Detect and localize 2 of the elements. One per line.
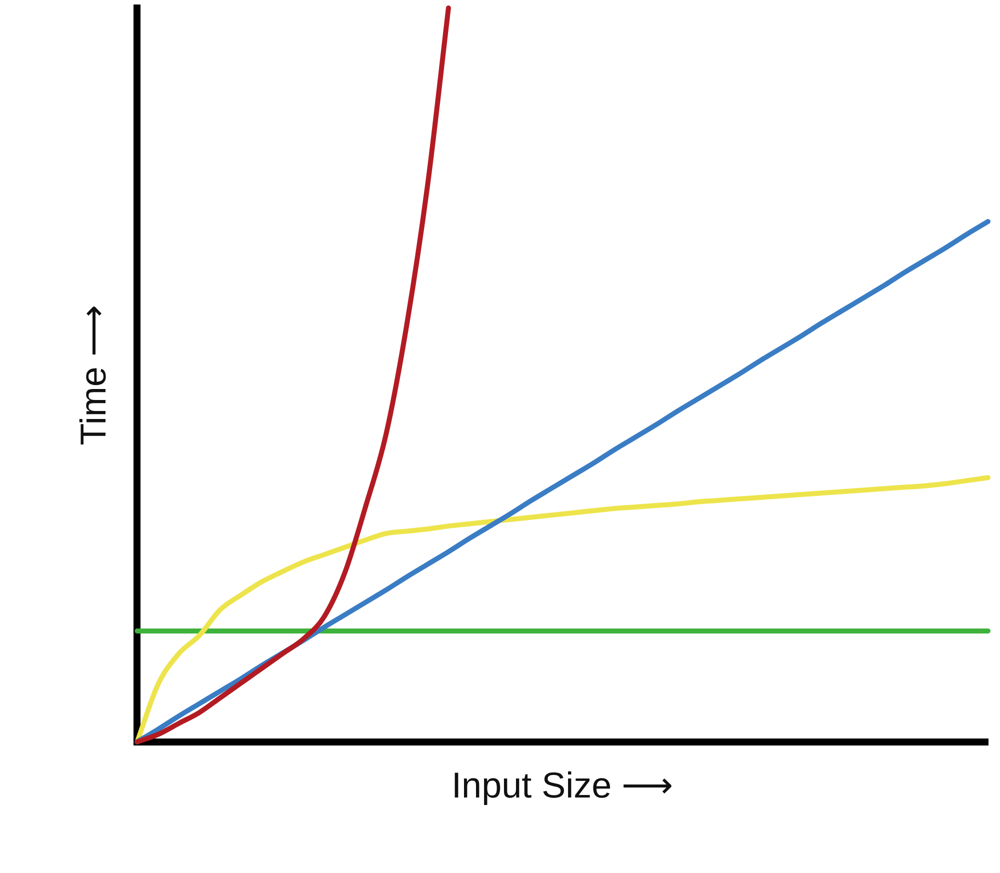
x-axis-title: Input Size ⟶	[452, 764, 674, 806]
y-axis-title: Time ⟶	[72, 304, 114, 446]
